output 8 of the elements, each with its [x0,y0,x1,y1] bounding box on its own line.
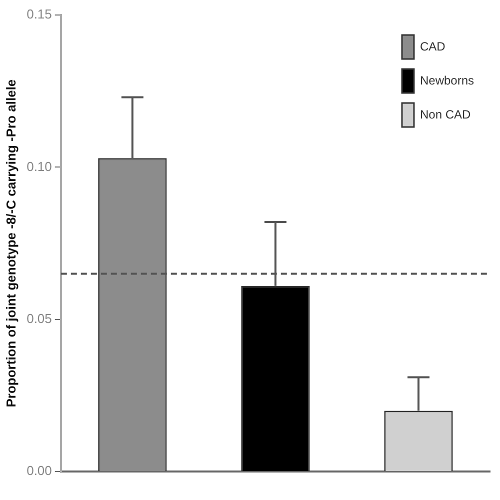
y-tick-label: 0.15 [26,6,52,22]
y-tick-label: 0.00 [26,463,52,478]
y-axis-title: Proportion of joint genotype -8/-C carrying -Pro allele [3,79,18,408]
legend-label: Non CAD [420,107,471,122]
legend-label: CAD [420,39,446,54]
legend-label: Newborns [420,73,474,88]
y-tick-label: 0.10 [26,158,52,174]
y-tick-label: 0.05 [26,310,52,326]
